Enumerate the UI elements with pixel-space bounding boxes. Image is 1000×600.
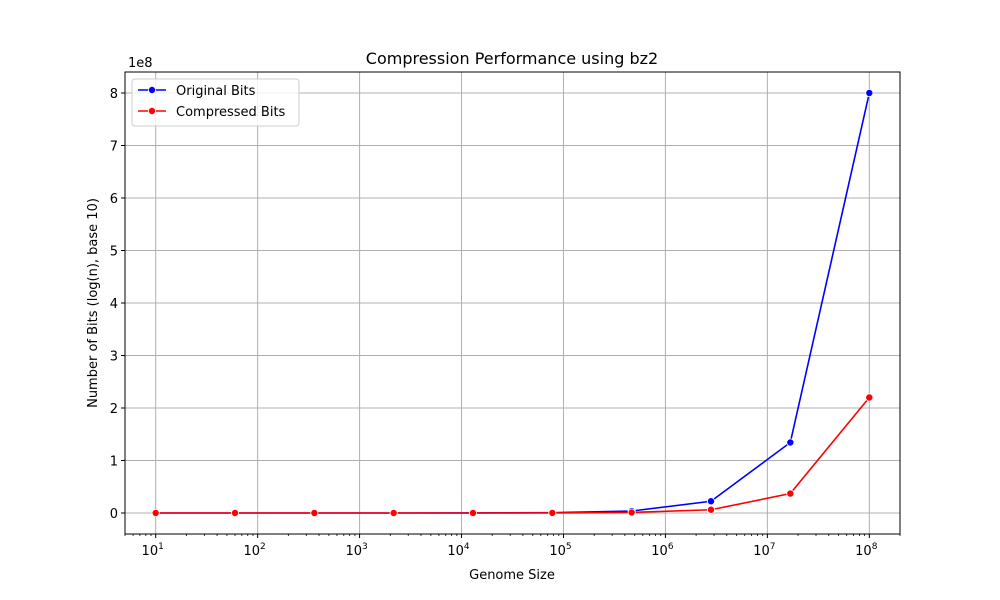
legend-label: Original Bits: [176, 84, 256, 99]
plot-frame: [124, 71, 901, 535]
legend-marker: [147, 86, 156, 95]
chart-title: Compression Performance using bz2: [366, 49, 658, 68]
data-point: [627, 508, 636, 517]
y-tick-label: 5: [110, 245, 118, 260]
data-point: [151, 508, 160, 517]
data-point: [865, 89, 874, 98]
data-point: [786, 438, 795, 447]
data-point: [469, 508, 478, 517]
x-tick-label: 108: [855, 542, 878, 559]
series-layer: [151, 89, 874, 517]
data-point: [231, 508, 240, 517]
x-tick-label: 103: [345, 542, 367, 559]
y-tick-label: 2: [110, 402, 118, 417]
legend-box: [131, 78, 300, 127]
x-tick-label: 105: [549, 542, 571, 559]
x-tick-label: 104: [447, 542, 470, 559]
data-point: [865, 393, 874, 402]
data-point: [389, 508, 398, 517]
series-line: [155, 396, 870, 514]
legend-items: Original Bits Compressed Bits: [138, 84, 286, 120]
y-tick-label: 0: [110, 507, 118, 522]
data-point: [706, 505, 715, 514]
y-tick-label: 4: [110, 297, 118, 312]
y-tick-label: 8: [110, 87, 118, 102]
tick-layer: 101 102 103 104 105 106 107 108 0 1 2 3 4 5 6 7 8: [110, 87, 901, 559]
data-point: [548, 508, 557, 517]
legend-marker: [147, 107, 156, 116]
y-tick-label: 7: [110, 140, 118, 155]
y-tick-label: 3: [110, 350, 118, 365]
data-point: [310, 508, 319, 517]
y-tick-label: 6: [110, 192, 118, 207]
x-tick-label: 106: [651, 542, 674, 559]
x-tick-label: 107: [753, 542, 775, 559]
x-tick-label: 102: [243, 542, 265, 559]
legend-label: Compressed Bits: [176, 105, 286, 120]
data-point: [706, 497, 715, 506]
y-tick-label: 1: [110, 455, 118, 470]
x-tick-label: 101: [142, 542, 164, 559]
y-offset-label: 1e8: [128, 56, 153, 71]
x-axis-label: Genome Size: [469, 568, 555, 583]
y-axis-label: Number of Bits (log(n), base 10): [86, 198, 101, 408]
data-point: [786, 489, 795, 498]
legend: Original Bits Compressed Bits: [131, 78, 300, 127]
